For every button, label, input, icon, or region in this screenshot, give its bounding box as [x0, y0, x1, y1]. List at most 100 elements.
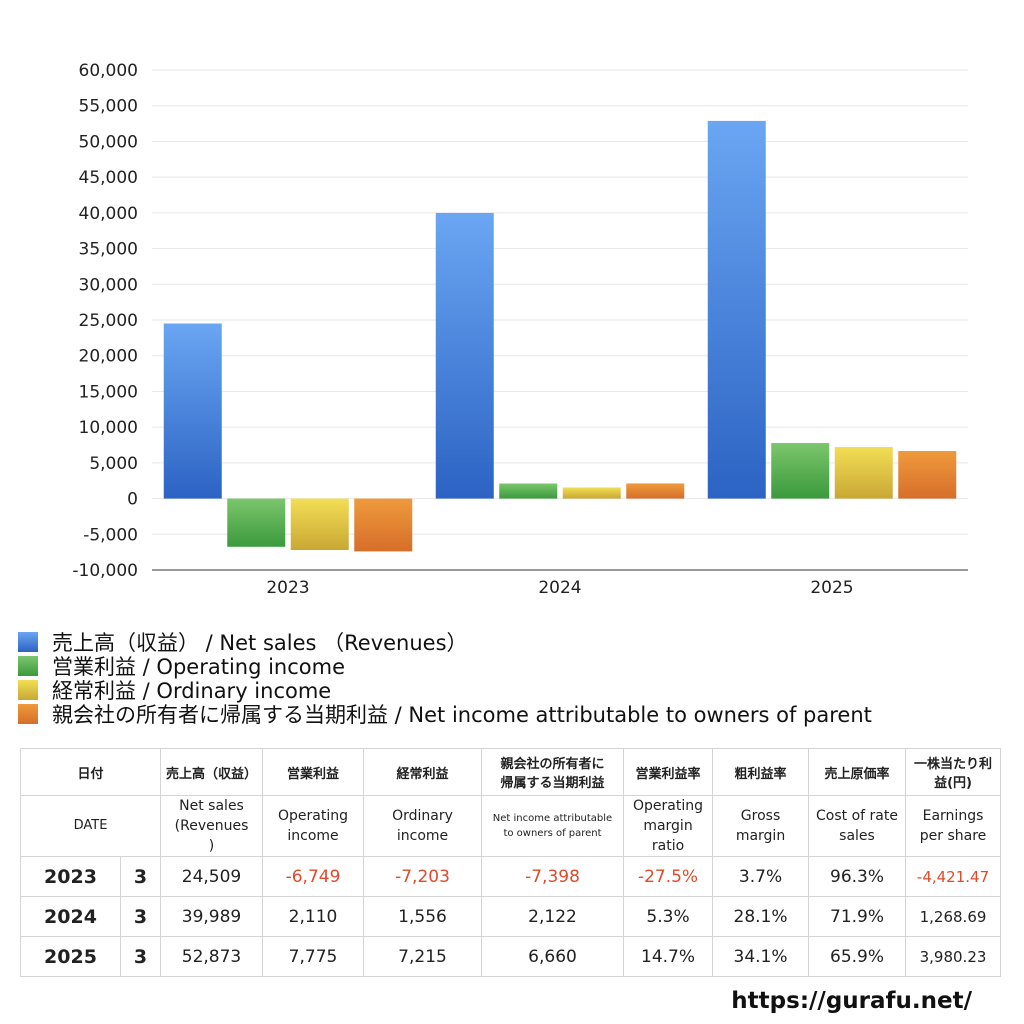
bar-net-income-2023	[354, 498, 413, 552]
cell-cost-rate: 96.3%	[808, 856, 907, 897]
cell-ordinary-income: -7,203	[363, 856, 483, 897]
header-eps-en: Earnings per share	[905, 795, 1002, 857]
table-row: 2023 3 24,509 -6,749 -7,203 -7,398 -27.5…	[20, 856, 1002, 897]
table-row: 2024 3 39,989 2,110 1,556 2,122 5.3% 28.…	[20, 896, 1002, 937]
legend-item-net-income: 親会社の所有者に帰属する当期利益 / Net income attributab…	[18, 702, 872, 727]
bar-net-sales-2024	[435, 212, 494, 499]
y-tick-label: 0	[127, 490, 138, 510]
y-tick-label: 5,000	[89, 454, 138, 474]
legend-label: 営業利益 / Operating income	[52, 655, 346, 679]
cell-net-sales: 52,873	[160, 936, 264, 977]
header-date-en: DATE	[19, 795, 162, 857]
header-net-income-en: Net income attributable to owners of pare…	[481, 795, 625, 857]
legend-swatch-net-sales	[18, 632, 38, 652]
header-operating-income-jp: 営業利益	[262, 748, 365, 796]
header-operating-margin-en: Operating margin ratio	[623, 795, 714, 857]
cell-cost-rate: 71.9%	[808, 896, 907, 937]
bar-ordinary-income-2024	[562, 487, 621, 499]
y-tick-label: 15,000	[79, 382, 138, 402]
gridlines	[152, 69, 968, 535]
y-tick-label: 50,000	[79, 132, 138, 152]
bar-net-income-2025	[898, 451, 957, 499]
legend-label: 親会社の所有者に帰属する当期利益 / Net income attributab…	[52, 703, 872, 727]
y-tick-label: 35,000	[79, 240, 138, 260]
x-axis-tick-labels: 2023 2024 2025	[266, 578, 853, 598]
cell-month: 3	[119, 856, 162, 897]
table-header-jp: 日付 売上高（収益） 営業利益 経常利益 親会社の所有者に 帰属する当期利益 営業…	[19, 748, 1002, 796]
header-date-jp: 日付	[19, 748, 162, 796]
x-tick-label: 2024	[538, 578, 581, 598]
cell-month: 3	[119, 936, 162, 977]
header-net-sales-en: Net sales (Revenues)	[160, 795, 264, 857]
legend-swatch-net-income	[18, 704, 38, 724]
legend-item-net-sales: 売上高（収益） / Net sales （Revenues）	[18, 630, 872, 655]
legend-label: 経常利益 / Ordinary income	[52, 679, 332, 703]
cell-operating-margin: 14.7%	[623, 936, 714, 977]
header-net-sales-jp: 売上高（収益）	[160, 748, 264, 796]
x-tick-label: 2023	[266, 578, 309, 598]
cell-operating-margin: 5.3%	[623, 896, 714, 937]
bar-chart: 60,000 55,000 50,000 45,000 40,000 35,000 30,0…	[72, 61, 968, 598]
financial-table: 日付 売上高（収益） 営業利益 経常利益 親会社の所有者に 帰属する当期利益 営業…	[19, 748, 1002, 977]
y-tick-label: 45,000	[79, 168, 138, 188]
bar-ordinary-income-2025	[834, 447, 893, 499]
legend-label: 売上高（収益） / Net sales （Revenues）	[52, 631, 468, 655]
header-net-income-jp: 親会社の所有者に 帰属する当期利益	[481, 748, 625, 796]
header-operating-income-en: Operating income	[262, 795, 365, 857]
y-tick-label: 25,000	[79, 311, 138, 331]
header-operating-margin-jp: 営業利益率	[623, 748, 714, 796]
header-eps-jp: 一株当たり利 益(円)	[905, 748, 1002, 796]
bar-operating-income-2024	[499, 483, 558, 499]
cell-ordinary-income: 1,556	[363, 896, 483, 937]
cell-net-income: 2,122	[481, 896, 625, 937]
legend-item-ordinary-income: 経常利益 / Ordinary income	[18, 678, 872, 703]
y-tick-label: -10,000	[72, 561, 138, 581]
cell-ordinary-income: 7,215	[363, 936, 483, 977]
legend-item-operating-income: 営業利益 / Operating income	[18, 654, 872, 679]
y-tick-label: 40,000	[79, 204, 138, 224]
legend-swatch-ordinary-income	[18, 680, 38, 700]
legend-swatch-operating-income	[18, 656, 38, 676]
cell-gross-margin: 3.7%	[712, 856, 810, 897]
cell-operating-margin: -27.5%	[623, 856, 714, 897]
source-url[interactable]: https://gurafu.net/	[731, 988, 972, 1014]
y-tick-label: 30,000	[79, 275, 138, 295]
cell-operating-income: -6,749	[262, 856, 365, 897]
bars	[163, 120, 957, 552]
cell-net-income: -7,398	[481, 856, 625, 897]
header-cost-rate-jp: 売上原価率	[808, 748, 907, 796]
cell-year: 2025	[20, 936, 121, 977]
y-tick-label: 60,000	[79, 61, 138, 81]
cell-eps: -4,421.47	[905, 856, 1002, 897]
y-tick-label: 20,000	[79, 347, 138, 367]
cell-operating-income: 2,110	[262, 896, 365, 937]
y-tick-label: 55,000	[79, 97, 138, 117]
header-gross-margin-en: Gross margin	[712, 795, 810, 857]
header-cost-rate-en: Cost of rate sales	[808, 795, 907, 857]
cell-year: 2023	[20, 856, 121, 897]
header-ordinary-income-en: Ordinary income	[363, 795, 483, 857]
cell-net-sales: 39,989	[160, 896, 264, 937]
bar-net-income-2024	[626, 483, 685, 499]
cell-cost-rate: 65.9%	[808, 936, 907, 977]
cell-eps: 3,980.23	[905, 936, 1002, 977]
x-tick-label: 2025	[810, 578, 853, 598]
cell-net-income: 6,660	[481, 936, 625, 977]
y-tick-label: -5,000	[83, 525, 138, 545]
header-gross-margin-jp: 粗利益率	[712, 748, 810, 796]
bar-ordinary-income-2023	[290, 498, 349, 551]
bar-operating-income-2023	[227, 498, 286, 547]
cell-net-sales: 24,509	[160, 856, 264, 897]
bar-net-sales-2023	[163, 323, 222, 499]
header-ordinary-income-jp: 経常利益	[363, 748, 483, 796]
cell-eps: 1,268.69	[905, 896, 1002, 937]
cell-month: 3	[119, 896, 162, 937]
table-header-en: DATE Net sales (Revenues) Operating income…	[19, 795, 1002, 857]
table-row: 2025 3 52,873 7,775 7,215 6,660 14.7% 34…	[20, 936, 1002, 977]
cell-gross-margin: 28.1%	[712, 896, 810, 937]
bar-operating-income-2025	[771, 443, 830, 499]
y-tick-label: 10,000	[79, 418, 138, 438]
cell-gross-margin: 34.1%	[712, 936, 810, 977]
bar-net-sales-2025	[707, 120, 766, 499]
y-axis-tick-labels: 60,000 55,000 50,000 45,000 40,000 35,000 30,0…	[72, 61, 138, 581]
